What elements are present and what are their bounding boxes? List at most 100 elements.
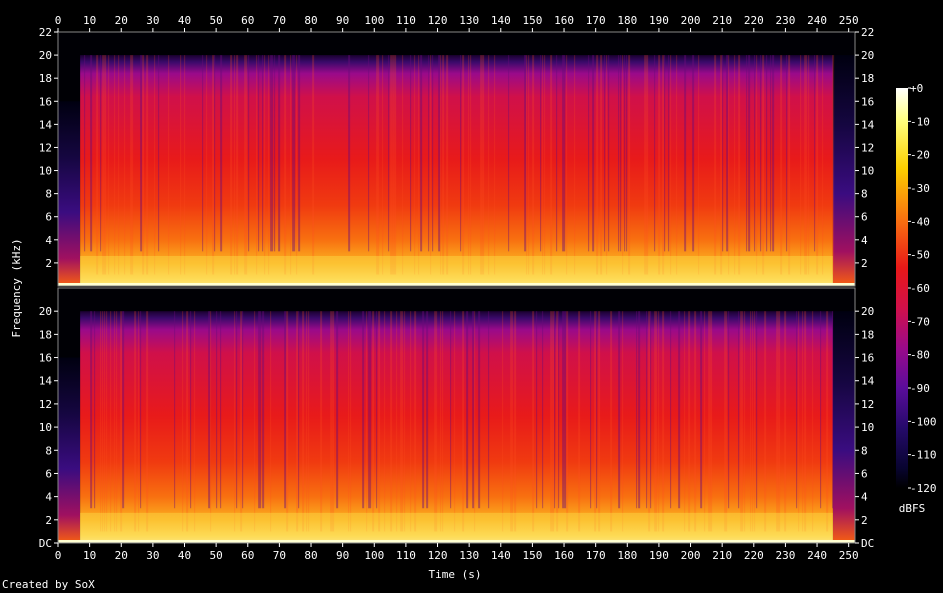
streak [428, 55, 430, 252]
streak [368, 55, 370, 252]
y-tick-label-left: 14 [39, 375, 53, 388]
streak [168, 55, 170, 275]
streak [664, 55, 666, 252]
streak [258, 55, 260, 252]
y-tick-label-right: 12 [861, 141, 874, 154]
streak [766, 55, 768, 252]
streak [744, 311, 746, 532]
y-tick-label-left: 2 [45, 257, 52, 270]
x-tick-label-bottom: 180 [617, 549, 637, 562]
streak [524, 55, 527, 252]
streak [808, 55, 810, 275]
streak [110, 311, 112, 532]
streak [698, 55, 700, 275]
streak [550, 55, 553, 275]
x-tick-label-bottom: 60 [241, 549, 254, 562]
x-tick-label-top: 120 [428, 14, 448, 27]
streak [262, 55, 264, 252]
dc-line [58, 540, 855, 543]
streak [108, 55, 110, 275]
streak [734, 55, 736, 275]
colorbar-tick-label: -80 [910, 349, 930, 362]
streak [440, 311, 442, 532]
streak [390, 311, 393, 532]
streak [236, 55, 239, 275]
streak [598, 311, 601, 532]
streak [290, 55, 292, 275]
y-tick-label-right: 8 [861, 444, 868, 457]
streak [714, 55, 717, 275]
streak [432, 55, 434, 252]
x-tick-label-bottom: 230 [775, 549, 795, 562]
streak [410, 55, 412, 252]
y-axis-label: Frequency (kHz) [10, 238, 23, 337]
streak [84, 55, 86, 252]
streak [510, 311, 513, 532]
y-tick-label-right: 14 [861, 118, 875, 131]
streak [94, 311, 96, 509]
streak [610, 311, 613, 532]
streak [116, 311, 118, 532]
streak [626, 55, 628, 252]
streak [390, 55, 393, 275]
x-tick-label-top: 160 [554, 14, 574, 27]
streak [370, 311, 372, 509]
x-tick-label-top: 50 [210, 14, 223, 27]
streak [754, 311, 756, 532]
x-tick-label-bottom: 210 [712, 549, 732, 562]
x-tick-label-top: 140 [491, 14, 511, 27]
streak [628, 55, 631, 275]
streak [142, 55, 145, 275]
streak [636, 311, 638, 509]
streak [620, 55, 622, 252]
streak [742, 311, 744, 532]
streak [654, 311, 657, 532]
streak [114, 55, 116, 275]
y-tick-label-left: DC [39, 537, 52, 550]
streak [312, 55, 315, 275]
low-band-highlight [80, 255, 833, 286]
y-tick-label-right: 6 [861, 467, 868, 480]
y-tick-label-right: 12 [861, 398, 874, 411]
x-tick-label-top: 150 [522, 14, 542, 27]
streak [244, 55, 247, 275]
streak [350, 311, 352, 532]
y-tick-label-right: 20 [861, 49, 874, 62]
streak [332, 311, 335, 532]
y-tick-label-left: 16 [39, 95, 52, 108]
streak [596, 55, 599, 275]
x-tick-label-bottom: 160 [554, 549, 574, 562]
y-tick-label-left: 18 [39, 328, 52, 341]
y-tick-label-left: 16 [39, 352, 52, 365]
x-tick-label-bottom: 150 [522, 549, 542, 562]
streak [140, 55, 143, 252]
streak [90, 311, 93, 509]
streak [694, 311, 697, 532]
streak [414, 311, 417, 532]
dc-line [58, 283, 855, 286]
streak [588, 55, 590, 252]
colorbar-tick-label: +0 [910, 82, 923, 95]
streak [120, 311, 123, 532]
streak [542, 311, 544, 509]
streak [662, 55, 665, 275]
x-tick-label-bottom: 250 [839, 549, 859, 562]
x-tick-label-bottom: 140 [491, 549, 511, 562]
streak [762, 55, 765, 275]
streak [756, 55, 758, 275]
streak [558, 311, 560, 509]
colorbar-scale [896, 88, 908, 488]
streak [306, 311, 308, 532]
streak [230, 55, 233, 275]
streak [124, 55, 126, 275]
streak [822, 55, 824, 275]
y-tick-label-left: 8 [45, 444, 52, 457]
streak [298, 55, 301, 252]
streak [788, 55, 791, 275]
streak [220, 311, 222, 509]
intro-region [58, 357, 81, 543]
streak [488, 55, 490, 275]
streak [246, 55, 248, 275]
streak [236, 311, 238, 509]
